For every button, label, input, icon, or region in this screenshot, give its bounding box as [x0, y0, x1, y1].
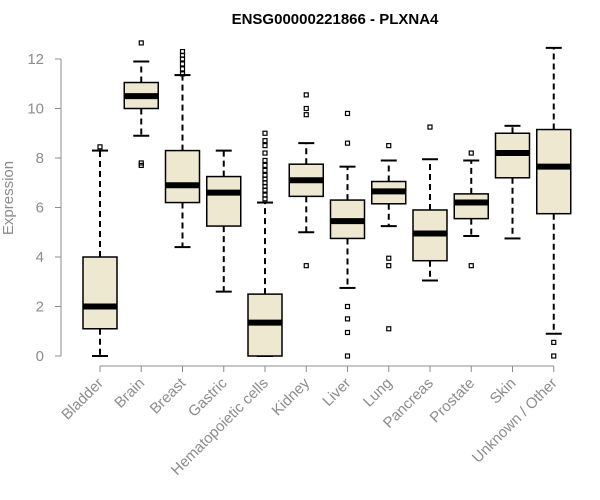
- y-tick-label: 10: [27, 101, 44, 118]
- x-tick-label: Breast: [147, 374, 190, 417]
- outlier-point: [344, 353, 351, 359]
- outlier-point: [551, 353, 557, 359]
- outlier-point: [262, 130, 268, 136]
- outlier-point: [386, 255, 392, 261]
- outlier-point: [179, 61, 186, 67]
- box-brain: [123, 40, 159, 169]
- box-rect: [206, 175, 242, 227]
- outlier-point: [468, 263, 474, 269]
- outlier-point: [468, 150, 474, 156]
- outlier-point: [344, 110, 351, 117]
- x-tick-label: Lung: [360, 375, 396, 411]
- box-bladder: [82, 144, 118, 357]
- box-unknown-other: [536, 46, 572, 359]
- outlier-point: [138, 162, 144, 169]
- x-tick-label: Prostate: [427, 375, 479, 427]
- y-axis: 0 2 4 6 8 10 12: [27, 51, 62, 365]
- plot-area: [82, 40, 572, 359]
- outlier-point: [386, 143, 392, 149]
- outlier-point: [262, 162, 268, 169]
- outlier-point: [262, 138, 268, 144]
- box-lung: [371, 143, 407, 332]
- outlier-point: [97, 144, 103, 150]
- box-hematopoietic-cells: [247, 130, 283, 357]
- box-rect: [453, 193, 489, 220]
- outlier-point: [179, 71, 186, 77]
- box-liver: [329, 110, 366, 359]
- outlier-point: [344, 316, 351, 322]
- outlier-point: [303, 105, 309, 112]
- box-skin: [494, 124, 531, 240]
- x-tick-label: Liver: [319, 375, 354, 410]
- x-tick-label: Bladder: [58, 375, 107, 424]
- outlier-point: [262, 172, 268, 178]
- x-tick-label: Skin: [487, 375, 520, 408]
- chart-title: ENSG00000221866 - PLXNA4: [232, 11, 439, 28]
- y-axis-label: Expression: [0, 161, 17, 235]
- outlier-point: [303, 112, 309, 118]
- y-tick-label: 6: [36, 200, 44, 217]
- box-rect: [536, 128, 572, 215]
- outlier-point: [138, 40, 144, 46]
- x-tick-label: Brain: [111, 375, 148, 412]
- outlier-point: [551, 339, 557, 345]
- outlier-point: [262, 157, 268, 164]
- outlier-point: [303, 263, 309, 269]
- outlier-point: [386, 263, 392, 269]
- box-breast: [164, 48, 201, 249]
- outlier-point: [303, 92, 309, 98]
- outlier-point: [262, 192, 268, 198]
- y-tick-label: 0: [36, 348, 44, 365]
- outlier-point: [179, 48, 186, 55]
- box-rect: [164, 149, 201, 204]
- y-tick-label: 8: [36, 150, 44, 167]
- outlier-point: [262, 143, 268, 149]
- box-kidney: [288, 92, 324, 269]
- box-prostate: [453, 150, 489, 269]
- box-gastric: [206, 149, 242, 293]
- outlier-point: [344, 329, 351, 336]
- box-rect: [82, 256, 118, 330]
- outlier-point: [344, 140, 351, 146]
- y-tick-label: 4: [36, 249, 44, 266]
- outlier-point: [262, 150, 268, 156]
- outlier-point: [179, 66, 186, 72]
- y-tick-label: 12: [27, 51, 44, 68]
- outlier-point: [344, 303, 351, 310]
- box-pancreas: [412, 124, 448, 282]
- x-tick-label: Kidney: [269, 374, 314, 419]
- y-tick-label: 2: [36, 299, 44, 316]
- outlier-point: [427, 124, 433, 130]
- outlier-point: [386, 326, 392, 332]
- outlier-point: [262, 167, 268, 173]
